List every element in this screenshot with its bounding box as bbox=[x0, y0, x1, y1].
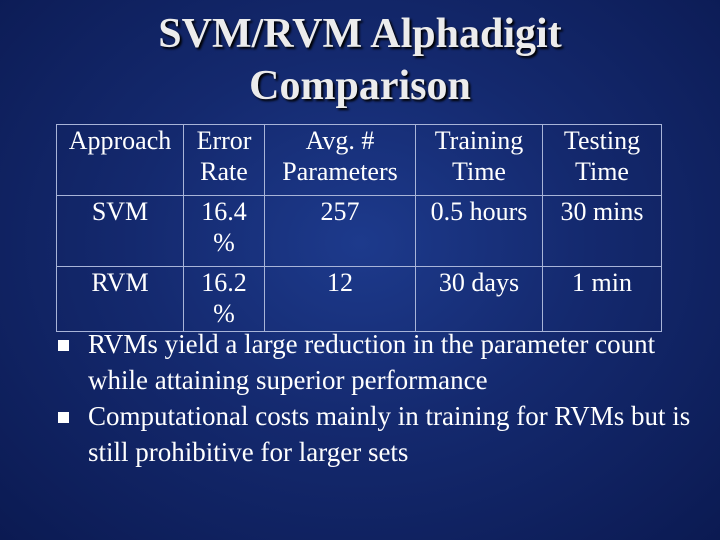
header-avg-parameters: Avg. # Parameters bbox=[264, 124, 416, 196]
comparison-table: Approach Error Rate Avg. # Parameters Tr… bbox=[56, 124, 662, 332]
header-training-time: Training Time bbox=[415, 124, 543, 196]
slide-title-line-2: Comparison bbox=[249, 63, 471, 109]
header-approach: Approach bbox=[56, 124, 184, 196]
table-header-row: Approach Error Rate Avg. # Parameters Tr… bbox=[56, 124, 662, 196]
cell-testing: 30 mins bbox=[542, 195, 662, 267]
bullet-item: RVMs yield a large reduction in the para… bbox=[58, 326, 698, 398]
bullet-text: Computational costs mainly in training f… bbox=[88, 401, 691, 467]
square-bullet-icon bbox=[58, 412, 69, 423]
header-training-time-label: Time bbox=[452, 157, 506, 186]
cell-params: 12 bbox=[264, 266, 416, 332]
header-error-label: Error bbox=[196, 126, 252, 155]
bullet-list: RVMs yield a large reduction in the para… bbox=[58, 326, 698, 470]
table-row: RVM 16.2 % 12 30 days 1 min bbox=[56, 266, 662, 332]
header-rate-label: Rate bbox=[200, 157, 248, 186]
header-error-rate: Error Rate bbox=[183, 124, 265, 196]
cell-training: 0.5 hours bbox=[415, 195, 543, 267]
header-parameters-label: Parameters bbox=[282, 157, 398, 186]
bullet-item: Computational costs mainly in training f… bbox=[58, 398, 698, 470]
header-testing-time: Testing Time bbox=[542, 124, 662, 196]
cell-error-value: 16.2 bbox=[201, 268, 247, 297]
header-approach-label: Approach bbox=[68, 126, 172, 155]
slide-title: SVM/RVM Alphadigit Comparison bbox=[0, 8, 720, 112]
cell-error-unit: % bbox=[213, 299, 235, 328]
cell-params: 257 bbox=[264, 195, 416, 267]
header-avg-label: Avg. # bbox=[305, 126, 375, 155]
bullet-text: RVMs yield a large reduction in the para… bbox=[88, 329, 656, 395]
header-testing-time-label: Time bbox=[575, 157, 629, 186]
slide-title-line-1: SVM/RVM Alphadigit bbox=[158, 11, 562, 57]
table-row: SVM 16.4 % 257 0.5 hours 30 mins bbox=[56, 195, 662, 267]
square-bullet-icon bbox=[58, 340, 69, 351]
header-testing-label: Testing bbox=[563, 126, 641, 155]
cell-approach: SVM bbox=[56, 195, 184, 267]
cell-error-unit: % bbox=[213, 228, 235, 257]
cell-error-value: 16.4 bbox=[201, 197, 247, 226]
header-training-label: Training bbox=[434, 126, 524, 155]
cell-testing: 1 min bbox=[542, 266, 662, 332]
cell-error: 16.4 % bbox=[183, 195, 265, 267]
cell-error: 16.2 % bbox=[183, 266, 265, 332]
cell-approach: RVM bbox=[56, 266, 184, 332]
cell-training: 30 days bbox=[415, 266, 543, 332]
